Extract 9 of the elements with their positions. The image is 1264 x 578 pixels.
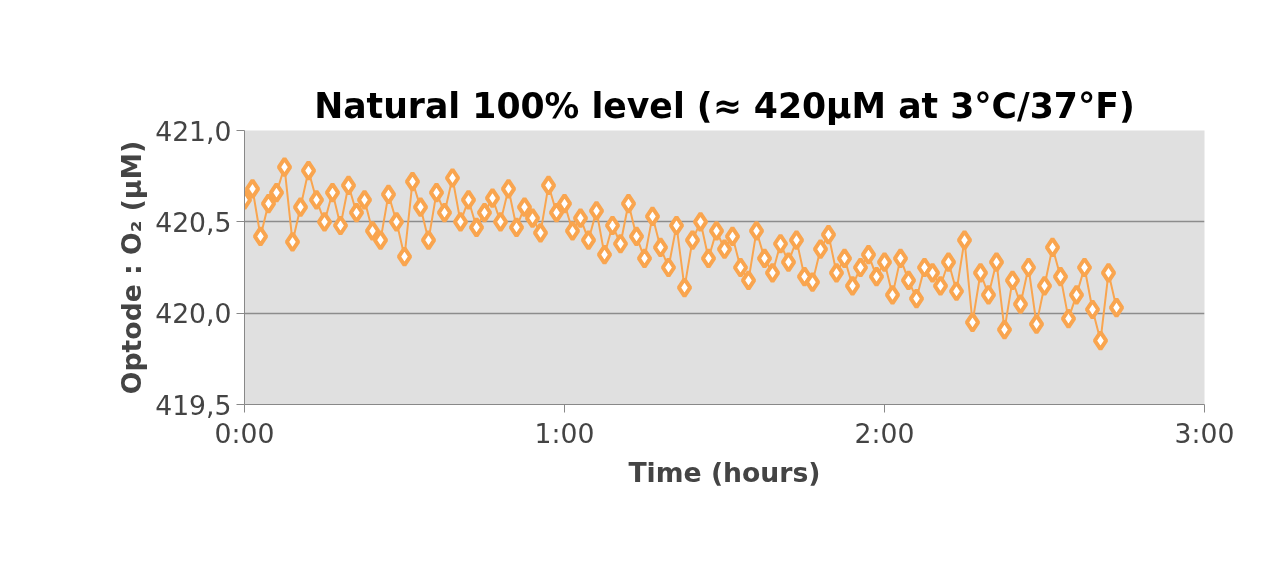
x-tick-label: 2:00 bbox=[854, 417, 915, 449]
x-tick-label: 1:00 bbox=[534, 417, 595, 449]
x-axis-title: Time (hours) bbox=[628, 456, 821, 488]
y-tick-label: 420,5 bbox=[155, 206, 232, 238]
x-tick-label: 3:00 bbox=[1174, 417, 1235, 449]
chart-title: Natural 100% level (≈ 420µM at 3°C/37°F) bbox=[314, 85, 1135, 126]
y-tick-label: 420,0 bbox=[155, 298, 232, 330]
y-tick-label: 421,0 bbox=[155, 115, 232, 147]
y-axis-title: Optode : O₂ (µM) bbox=[116, 140, 148, 395]
